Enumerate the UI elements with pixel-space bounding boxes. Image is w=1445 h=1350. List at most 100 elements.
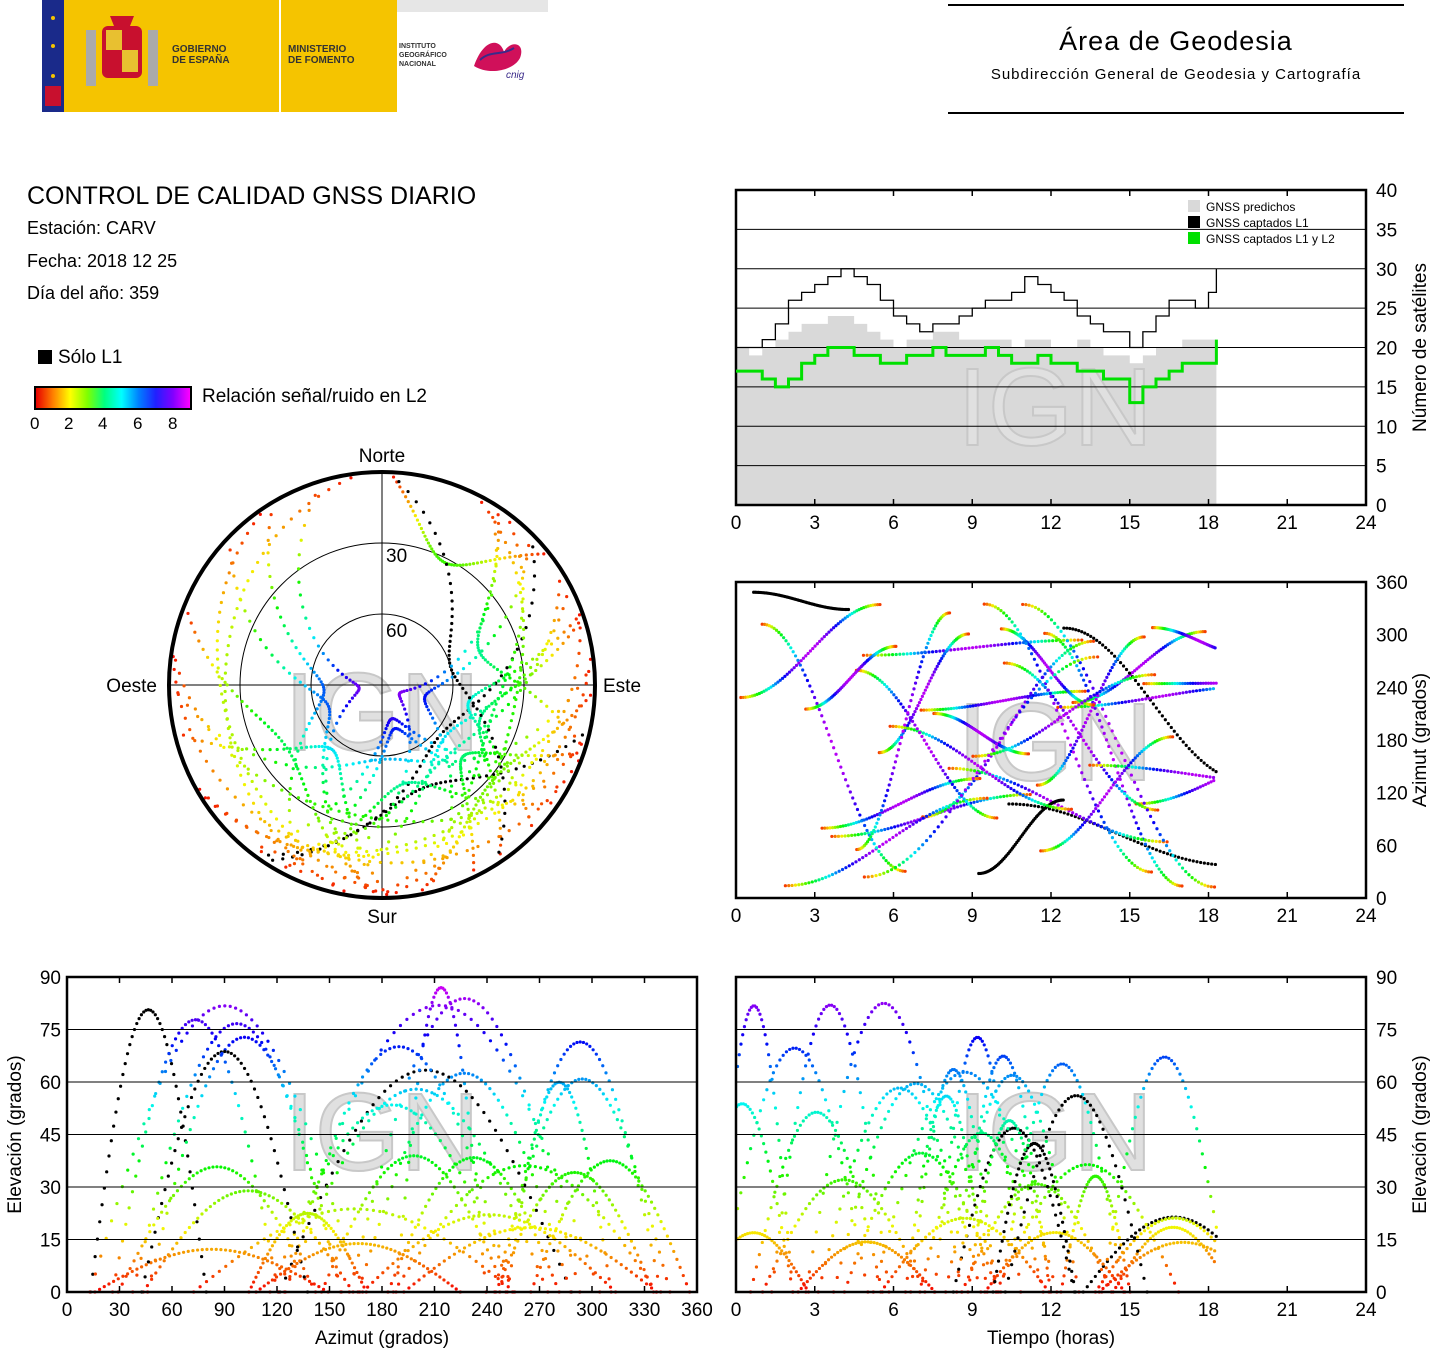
azimuth-track-point xyxy=(1098,801,1102,805)
elevation-azimuth-point xyxy=(301,1235,305,1239)
azimuth-track-point xyxy=(1124,667,1129,672)
azimuth-track-point xyxy=(1021,636,1025,641)
azimuth-track-point xyxy=(1137,698,1141,702)
elevation-azimuth-point xyxy=(397,1158,401,1162)
azimuth-track-point xyxy=(887,838,892,842)
azimuth-track-point xyxy=(1082,724,1086,729)
elevation-azimuth-point xyxy=(230,1259,234,1264)
elevation-time-point xyxy=(1142,1225,1146,1229)
elevation-azimuth-point xyxy=(230,1022,235,1026)
azimuth-track-point xyxy=(932,627,936,631)
azimuth-track-point xyxy=(1109,751,1113,755)
elevation-azimuth-point xyxy=(461,1158,465,1162)
azimuth-track-point xyxy=(1081,816,1086,820)
elevation-azimuth-point xyxy=(356,1083,360,1087)
y-tick-label: 300 xyxy=(1376,626,1408,647)
y-axis-label: Número de satélites xyxy=(1410,263,1431,432)
elevation-time-point xyxy=(1101,1262,1105,1266)
elevation-azimuth-point xyxy=(454,1073,458,1077)
elevation-azimuth-point xyxy=(514,1211,518,1216)
azimuth-track-point xyxy=(1137,766,1141,770)
elevation-azimuth-point xyxy=(285,1094,289,1098)
azimuth-track-point xyxy=(1210,862,1214,866)
azimuth-track-point xyxy=(949,648,953,652)
elevation-azimuth-point xyxy=(393,1249,397,1253)
elevation-azimuth-point xyxy=(550,1273,554,1277)
elevation-time-point xyxy=(1055,1194,1059,1199)
elevation-time-point xyxy=(982,1043,986,1047)
elevation-time-point xyxy=(1047,1151,1051,1155)
elevation-time-point xyxy=(1148,1230,1152,1234)
elevation-time-point xyxy=(1017,1167,1021,1171)
azimuth-track-point xyxy=(926,682,930,686)
azimuth-track-point xyxy=(900,725,904,729)
elevation-azimuth-point xyxy=(473,1240,477,1245)
elevation-azimuth-point xyxy=(394,1103,399,1107)
azimuth-track-point xyxy=(1061,708,1065,712)
elevation-time-point xyxy=(833,1128,838,1133)
elevation-time-point xyxy=(858,1091,862,1095)
elevation-time-point xyxy=(859,1138,864,1142)
elevation-time-point xyxy=(822,1007,826,1012)
elevation-azimuth-point xyxy=(381,1271,385,1275)
azimuth-track-point xyxy=(1018,665,1022,669)
elevation-azimuth-point xyxy=(314,1215,318,1219)
elevation-time-point xyxy=(923,1268,928,1272)
azimuth-track-point xyxy=(1072,638,1077,642)
azimuth-track-point xyxy=(1096,804,1100,808)
elevation-time-point xyxy=(1179,1240,1183,1244)
azimuth-track-point xyxy=(1012,697,1016,701)
elevation-azimuth-point xyxy=(662,1227,666,1231)
azimuth-track-point xyxy=(875,821,879,825)
azimuth-track-point xyxy=(1060,807,1064,811)
azimuth-track-point xyxy=(1129,773,1133,777)
azimuth-track-point xyxy=(827,630,831,634)
azimuth-track-point xyxy=(793,654,798,658)
azimuth-track-point xyxy=(889,863,893,867)
elevation-azimuth-point xyxy=(164,1060,168,1064)
azimuth-track-point xyxy=(938,659,942,663)
azimuth-track-point xyxy=(978,811,983,815)
azimuth-track-point xyxy=(966,786,970,790)
elevation-azimuth-point xyxy=(356,1121,360,1125)
elevation-azimuth-point xyxy=(216,1051,220,1056)
azimuth-track-point xyxy=(919,708,923,712)
elevation-time-point xyxy=(1183,1228,1187,1233)
elevation-time-point xyxy=(984,1168,988,1172)
elevation-time-point xyxy=(919,1282,923,1286)
azimuth-track-point xyxy=(1103,679,1107,683)
azimuth-track-point xyxy=(913,723,917,727)
elevation-azimuth-point xyxy=(174,1084,178,1088)
gov-logo-text: GOBIERNO DE ESPAÑA xyxy=(172,44,230,66)
elevation-azimuth-point xyxy=(653,1206,657,1210)
elevation-time-point xyxy=(786,1264,790,1268)
azimuth-track-point xyxy=(1071,746,1075,750)
elevation-time-point xyxy=(905,1252,909,1256)
elevation-azimuth-point xyxy=(483,1151,487,1155)
elevation-time-point xyxy=(784,1251,788,1255)
elevation-time-point xyxy=(1125,1274,1129,1278)
azimuth-track-point xyxy=(1145,694,1150,698)
elevation-time-point xyxy=(977,1159,981,1163)
azimuth-track-point xyxy=(993,700,997,704)
azimuth-track-point xyxy=(1005,778,1009,783)
elevation-azimuth-point xyxy=(509,1121,513,1126)
elevation-time-point xyxy=(1009,1242,1014,1247)
elevation-azimuth-point xyxy=(263,1222,267,1226)
elevation-azimuth-point xyxy=(559,1057,563,1062)
elevation-azimuth-point xyxy=(428,1007,432,1011)
elevation-azimuth-point xyxy=(377,1222,381,1226)
elevation-time-point xyxy=(1046,1161,1050,1165)
elevation-azimuth-point xyxy=(557,1220,562,1224)
elevation-azimuth-point xyxy=(294,1220,298,1224)
elevation-time-point xyxy=(987,1224,991,1228)
elevation-azimuth-point xyxy=(296,1245,300,1249)
elevation-time-point xyxy=(941,1086,945,1090)
elevation-azimuth-point xyxy=(533,1121,538,1126)
coat-of-arms-icon xyxy=(86,16,158,86)
azimuth-track-point xyxy=(963,788,968,792)
azimuth-track-point xyxy=(1199,860,1203,865)
azimuth-track-point xyxy=(827,874,831,878)
azimuth-track-point xyxy=(1064,759,1068,763)
azimuth-track-point xyxy=(1091,639,1096,643)
